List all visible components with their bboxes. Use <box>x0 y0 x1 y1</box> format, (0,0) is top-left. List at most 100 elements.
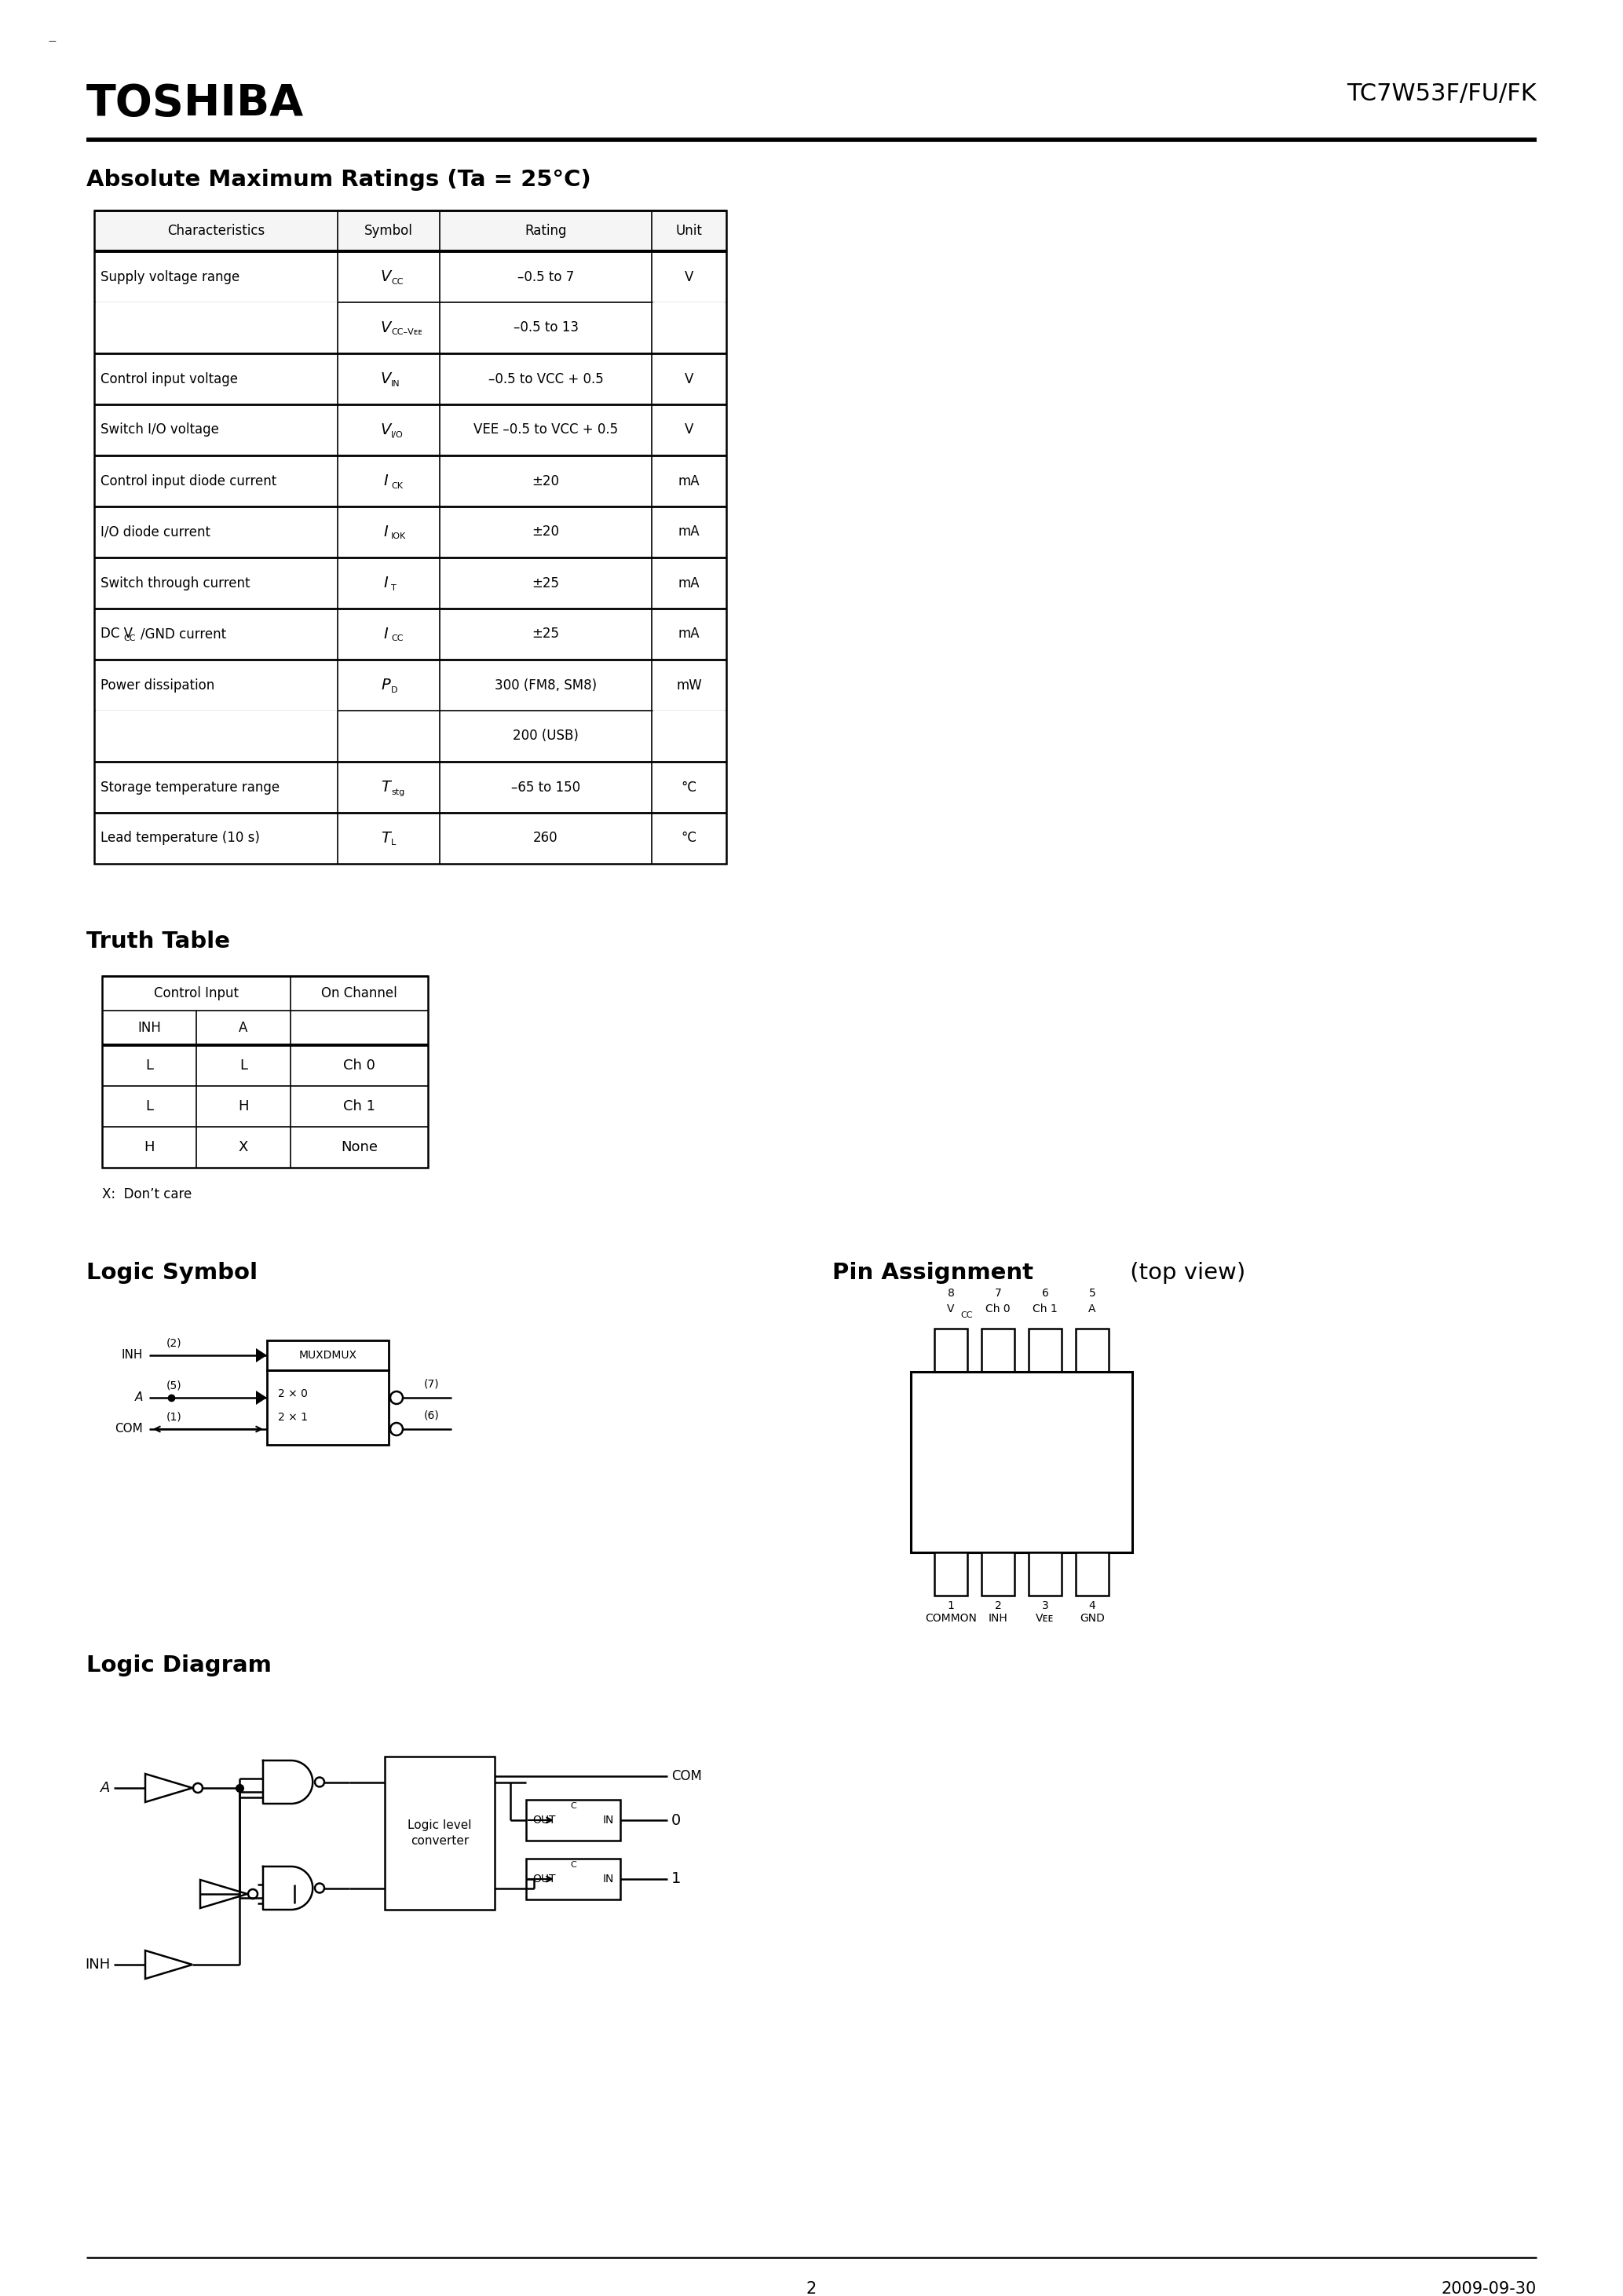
Text: IN: IN <box>391 379 401 388</box>
Text: 1: 1 <box>948 1600 954 1612</box>
Text: H: H <box>144 1141 154 1155</box>
Text: I: I <box>383 523 388 540</box>
Text: VEE –0.5 to VCC + 0.5: VEE –0.5 to VCC + 0.5 <box>474 422 618 436</box>
Text: CC: CC <box>391 636 403 643</box>
Text: 2 × 0: 2 × 0 <box>278 1389 308 1398</box>
Bar <box>102 976 428 1169</box>
Text: ±20: ±20 <box>532 526 560 540</box>
Text: IOK: IOK <box>391 533 406 540</box>
Text: INH: INH <box>138 1022 161 1035</box>
Text: (2): (2) <box>167 1336 182 1348</box>
Text: mA: mA <box>678 576 700 590</box>
Bar <box>911 1371 1133 1552</box>
Bar <box>526 1860 620 1899</box>
Text: CC: CC <box>123 634 135 643</box>
Text: Control input diode current: Control input diode current <box>101 473 276 489</box>
Text: A: A <box>239 1022 248 1035</box>
Text: T: T <box>381 831 390 845</box>
Text: (5): (5) <box>167 1380 182 1391</box>
Bar <box>94 211 727 250</box>
Text: Logic level: Logic level <box>407 1818 472 1832</box>
Text: Storage temperature range: Storage temperature range <box>101 781 279 794</box>
Text: I: I <box>383 627 388 641</box>
Text: CC–Vᴇᴇ: CC–Vᴇᴇ <box>391 328 422 338</box>
Text: 2: 2 <box>995 1600 1001 1612</box>
Text: INH: INH <box>122 1350 143 1362</box>
Text: mA: mA <box>678 627 700 641</box>
Text: (top view): (top view) <box>1123 1263 1245 1283</box>
Text: P: P <box>381 677 390 693</box>
Text: INH: INH <box>84 1958 110 1972</box>
Bar <box>1076 1329 1109 1371</box>
Text: converter: converter <box>411 1835 469 1846</box>
Text: ±20: ±20 <box>532 473 560 489</box>
Bar <box>526 1800 620 1841</box>
Bar <box>1029 1329 1061 1371</box>
Text: Truth Table: Truth Table <box>86 930 230 953</box>
Text: CC: CC <box>961 1311 972 1320</box>
Text: L: L <box>240 1058 247 1072</box>
Text: OUT: OUT <box>532 1874 555 1885</box>
Text: V: V <box>380 372 391 386</box>
Text: I/O diode current: I/O diode current <box>101 526 211 540</box>
Text: /GND current: /GND current <box>141 627 226 641</box>
Text: V: V <box>380 422 391 436</box>
Text: Control Input: Control Input <box>154 987 239 1001</box>
Text: Ch 0: Ch 0 <box>985 1304 1011 1316</box>
Text: (7): (7) <box>424 1380 440 1389</box>
Text: V: V <box>685 372 693 386</box>
Text: TOSHIBA: TOSHIBA <box>86 83 304 124</box>
Text: Lead temperature (10 s): Lead temperature (10 s) <box>101 831 260 845</box>
Text: Supply voltage range: Supply voltage range <box>101 269 240 285</box>
Bar <box>266 1371 388 1444</box>
Text: –0.5 to VCC + 0.5: –0.5 to VCC + 0.5 <box>489 372 604 386</box>
Text: V: V <box>380 269 391 285</box>
Text: Absolute Maximum Ratings (Ta = 25°C): Absolute Maximum Ratings (Ta = 25°C) <box>86 170 591 191</box>
Text: 1: 1 <box>672 1871 682 1887</box>
Text: 5: 5 <box>1089 1288 1096 1300</box>
Text: –65 to 150: –65 to 150 <box>511 781 581 794</box>
Text: 3: 3 <box>1042 1600 1048 1612</box>
Text: mA: mA <box>678 526 700 540</box>
Text: DC V: DC V <box>101 627 133 641</box>
Text: T: T <box>381 781 390 794</box>
Text: V: V <box>685 269 693 285</box>
Text: —: — <box>49 37 57 44</box>
Text: T: T <box>391 583 396 592</box>
Text: ±25: ±25 <box>532 576 560 590</box>
Text: Ch 1: Ch 1 <box>1032 1304 1058 1316</box>
Text: –0.5 to 7: –0.5 to 7 <box>518 269 575 285</box>
Text: V: V <box>685 422 693 436</box>
Text: On Channel: On Channel <box>321 987 398 1001</box>
Text: CC: CC <box>391 278 403 285</box>
Text: (1): (1) <box>167 1412 182 1421</box>
Text: IN: IN <box>602 1874 613 1885</box>
Text: ±25: ±25 <box>532 627 560 641</box>
Text: 0: 0 <box>672 1814 682 1828</box>
Bar <box>1029 1552 1061 1596</box>
Text: Ch 1: Ch 1 <box>342 1100 375 1114</box>
Text: 7: 7 <box>995 1288 1001 1300</box>
Text: Ch 0: Ch 0 <box>342 1058 375 1072</box>
Text: 8: 8 <box>948 1288 954 1300</box>
Text: Switch I/O voltage: Switch I/O voltage <box>101 422 219 436</box>
Bar <box>982 1552 1014 1596</box>
Text: 2009-09-30: 2009-09-30 <box>1441 2282 1537 2296</box>
Bar <box>982 1329 1014 1371</box>
Text: –0.5 to 13: –0.5 to 13 <box>513 321 578 335</box>
Text: OUT: OUT <box>532 1814 555 1825</box>
Text: 2 × 1: 2 × 1 <box>278 1412 308 1424</box>
Text: stg: stg <box>391 788 404 797</box>
Polygon shape <box>263 1867 313 1910</box>
Text: I: I <box>383 473 388 489</box>
Text: A: A <box>1089 1304 1096 1316</box>
Text: 260: 260 <box>534 831 558 845</box>
Text: 200 (USB): 200 (USB) <box>513 730 579 744</box>
Text: mW: mW <box>677 677 701 691</box>
Text: IN: IN <box>602 1814 613 1825</box>
Text: Symbol: Symbol <box>365 223 412 239</box>
Text: CK: CK <box>391 482 403 489</box>
Text: H: H <box>239 1100 248 1114</box>
Text: Pin Assignment: Pin Assignment <box>833 1263 1034 1283</box>
Bar <box>385 1756 495 1910</box>
